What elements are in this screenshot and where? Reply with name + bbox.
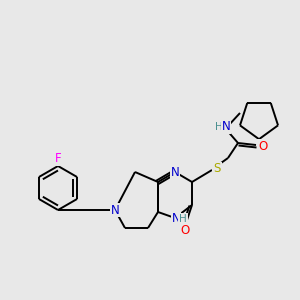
Text: F: F (55, 152, 61, 166)
Text: N: N (222, 121, 230, 134)
Text: O: O (180, 224, 190, 238)
Text: N: N (172, 212, 180, 224)
Text: O: O (258, 140, 268, 152)
Text: S: S (213, 163, 221, 176)
Text: N: N (111, 203, 119, 217)
Text: H: H (179, 214, 187, 224)
Text: H: H (215, 122, 223, 132)
Text: N: N (171, 166, 179, 178)
